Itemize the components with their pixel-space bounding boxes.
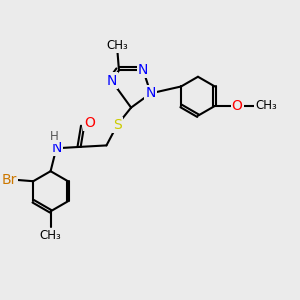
Text: CH₃: CH₃	[255, 100, 277, 112]
Text: N: N	[51, 141, 62, 155]
Text: O: O	[232, 99, 243, 113]
Text: N: N	[146, 86, 156, 100]
Text: N: N	[106, 74, 117, 88]
Text: O: O	[84, 116, 95, 130]
Text: S: S	[113, 118, 122, 132]
Text: Br: Br	[2, 173, 17, 187]
Text: CH₃: CH₃	[40, 229, 62, 242]
Text: N: N	[138, 63, 148, 77]
Text: H: H	[50, 130, 58, 143]
Text: CH₃: CH₃	[107, 39, 128, 52]
